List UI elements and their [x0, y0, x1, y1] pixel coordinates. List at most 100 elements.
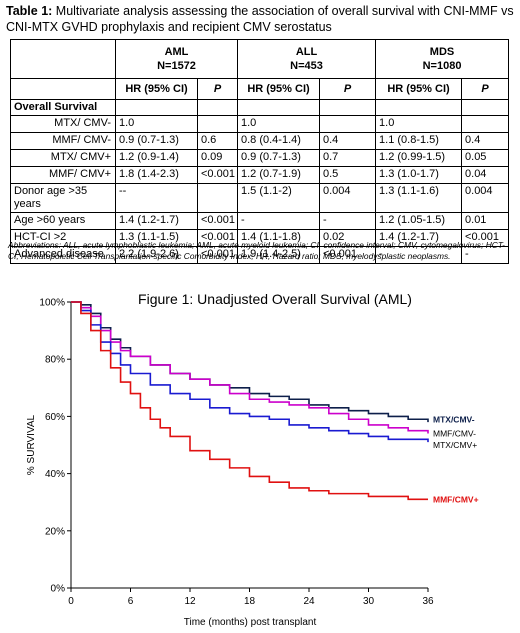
- p-header: P: [318, 78, 377, 100]
- table-row: MMF/ CMV- 0.9 (0.7-1.3) 0.6 0.8 (0.4-1.4) 0.…: [10, 132, 510, 150]
- series-label-mtx-cmv-pos: MTX/CMV+: [433, 440, 477, 450]
- table-row: MTX/ CMV+ 1.2 (0.9-1.4) 0.09 0.9 (0.7-1.3) 0…: [10, 149, 510, 167]
- p-cell: 0.4: [318, 132, 377, 150]
- series-label-mmf-cmv-pos: MMF/CMV+: [433, 494, 479, 504]
- hr-cell: 1.3 (1.1-1.6): [375, 183, 463, 213]
- hr-cell: 1.4 (1.2-1.7): [375, 229, 463, 247]
- hr-cell: 1.3 (1.0-1.7): [375, 166, 463, 184]
- p-cell: 0.004: [461, 183, 510, 213]
- row-label: Age >60 years: [10, 212, 116, 230]
- series-label-mmf-cmv-neg: MMF/CMV-: [433, 429, 476, 439]
- p-cell: 0.6: [197, 132, 238, 150]
- p-cell: [197, 115, 238, 133]
- section-label: Overall Survival: [10, 99, 116, 116]
- p-cell: 0.09: [197, 149, 238, 167]
- p-cell: 0.5: [318, 166, 377, 184]
- group-header-mds: MDS N=1080: [375, 39, 510, 79]
- series-label-mtx-cmv-neg: MTX/CMV-: [433, 414, 475, 424]
- row-label: MTX/ CMV-: [10, 115, 116, 133]
- hr-header: HR (95% CI): [237, 78, 320, 100]
- x-tick-label: 6: [128, 596, 134, 607]
- hr-cell: 1.0: [237, 115, 320, 133]
- hazard-ratio-table: AML N=1572 ALL N=453 MDS N=1080 HR (95% CI)…: [10, 39, 510, 264]
- x-tick-label: 12: [184, 596, 196, 607]
- y-axis-label: % SURVIVAL: [26, 414, 37, 475]
- series-line-mtx-cmv-neg: [71, 301, 429, 423]
- p-cell: <0.001: [197, 212, 238, 230]
- hr-header: HR (95% CI): [115, 78, 198, 100]
- hr-cell: 0.8 (0.4-1.4): [237, 132, 320, 150]
- table-row: HCT-CI >2 1.3 (1.1-1.5) <0.001 1.4 (1.1-1.8…: [10, 229, 510, 247]
- hr-header: HR (95% CI): [375, 78, 463, 100]
- p-header: P: [197, 78, 238, 100]
- x-tick-label: 30: [363, 596, 375, 607]
- p-cell: <0.001: [197, 246, 238, 264]
- hr-cell: 1.1 (0.8-1.5): [375, 132, 463, 150]
- p-cell: <0.001: [318, 246, 377, 264]
- column-header-row: HR (95% CI) P HR (95% CI) P HR (95% CI) …: [10, 78, 510, 100]
- x-tick-label: 18: [244, 596, 256, 607]
- p-cell: 0.05: [461, 149, 510, 167]
- y-tick-label: 80%: [45, 355, 65, 366]
- group-header-row: AML N=1572 ALL N=453 MDS N=1080: [10, 39, 510, 79]
- p-cell: [197, 183, 238, 213]
- row-label: MTX/ CMV+: [10, 149, 116, 167]
- caption-label: Table 1:: [6, 4, 53, 18]
- x-tick-label: 36: [422, 596, 434, 607]
- row-label: MMF/ CMV+: [10, 166, 116, 184]
- p-cell: 0.4: [461, 132, 510, 150]
- p-cell: 0.004: [318, 183, 377, 213]
- caption-text: Multivariate analysis assessing the asso…: [6, 4, 514, 34]
- row-label: Advanced disease: [10, 246, 116, 264]
- table-row: Advanced disease 2.2 (1.9-2.6) <0.001 1.9 (…: [10, 246, 510, 264]
- row-label: MMF/ CMV-: [10, 132, 116, 150]
- hr-cell: 1.4 (1.2-1.7): [115, 212, 198, 230]
- p-cell: -: [461, 246, 510, 264]
- table-row: Donor age >35 years -- 1.5 (1.1-2) 0.004 1.3…: [10, 183, 510, 213]
- hr-cell: 1.2 (1.05-1.5): [375, 212, 463, 230]
- p-cell: [461, 115, 510, 133]
- hr-cell: --: [115, 183, 198, 213]
- series-line-mtx-cmv-pos: [71, 301, 429, 443]
- hr-cell: 1.2 (0.99-1.5): [375, 149, 463, 167]
- p-cell: 0.01: [461, 212, 510, 230]
- section-row: Overall Survival: [10, 99, 510, 116]
- hr-cell: 1.0: [115, 115, 198, 133]
- x-tick-label: 24: [303, 596, 315, 607]
- hr-cell: 1.8 (1.4-2.3): [115, 166, 198, 184]
- y-tick-label: 40%: [45, 469, 65, 480]
- y-tick-label: 60%: [45, 412, 65, 423]
- hr-cell: 0.9 (0.7-1.3): [237, 149, 320, 167]
- hr-cell: 1.2 (0.7-1.9): [237, 166, 320, 184]
- row-label: Donor age >35 years: [10, 183, 116, 213]
- group-header-all: ALL N=453: [236, 39, 377, 79]
- hr-cell: 0.9 (0.7-1.3): [115, 132, 198, 150]
- p-cell: 0.02: [318, 229, 377, 247]
- p-header: P: [461, 78, 510, 100]
- p-cell: [318, 115, 377, 133]
- hr-cell: 1.5 (1.1-2): [237, 183, 320, 213]
- p-cell: 0.7: [318, 149, 377, 167]
- survival-chart: Figure 1: Unadjusted Overall Survival (A…: [26, 291, 479, 628]
- series-line-mmf-cmv-neg: [71, 301, 429, 434]
- hr-cell: -: [237, 212, 320, 230]
- hr-cell: 1.2 (0.9-1.4): [115, 149, 198, 167]
- group-header-aml: AML N=1572: [115, 39, 238, 79]
- table-row: MMF/ CMV+ 1.8 (1.4-2.3) <0.001 1.2 (0.7-1.9…: [10, 166, 510, 184]
- chart-title: Figure 1: Unadjusted Overall Survival (A…: [138, 291, 412, 307]
- blank-header: [10, 78, 116, 100]
- chart-axes: 0% 20% 40% 60% 80% 100% 0 6 12 18 24 30 36: [39, 298, 434, 608]
- y-tick-label: 20%: [45, 526, 65, 537]
- abbreviations-note: Abbreviations: ALL, acute lymphoblastic …: [8, 240, 505, 261]
- series-labels: MTX/CMV- MMF/CMV-MTX/CMV+ MMF/CMV+: [433, 414, 479, 504]
- table-row: Age >60 years 1.4 (1.2-1.7) <0.001- -1.2 (1…: [10, 212, 510, 230]
- hr-cell: 1.0: [375, 115, 463, 133]
- y-tick-label: 0%: [51, 584, 66, 595]
- x-tick-label: 0: [68, 596, 74, 607]
- p-cell: -: [318, 212, 377, 230]
- table-caption: Table 1: Multivariate analysis assessing…: [6, 3, 514, 35]
- p-cell: 0.04: [461, 166, 510, 184]
- chart-series: [71, 301, 429, 501]
- x-axis-label: Time (months) post transplant: [184, 617, 317, 628]
- corner-cell: [10, 39, 116, 79]
